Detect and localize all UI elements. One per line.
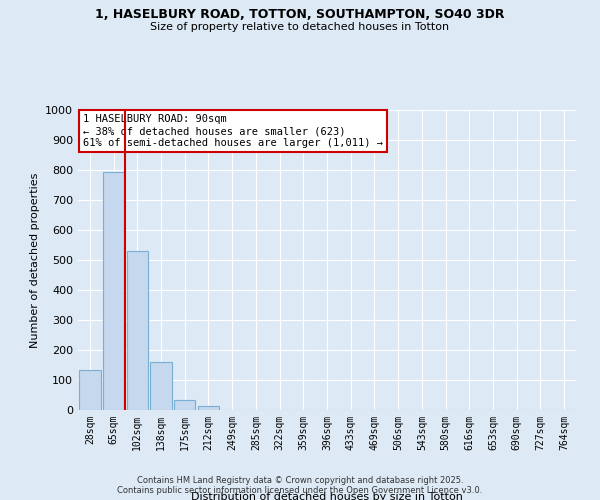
- Bar: [198, 406, 219, 410]
- Bar: [79, 370, 101, 410]
- Text: Size of property relative to detached houses in Totton: Size of property relative to detached ho…: [151, 22, 449, 32]
- Bar: [103, 172, 124, 410]
- Bar: [174, 400, 196, 410]
- Text: Contains HM Land Registry data © Crown copyright and database right 2025.
Contai: Contains HM Land Registry data © Crown c…: [118, 476, 482, 495]
- Y-axis label: Number of detached properties: Number of detached properties: [29, 172, 40, 348]
- Bar: [127, 251, 148, 410]
- Text: 1, HASELBURY ROAD, TOTTON, SOUTHAMPTON, SO40 3DR: 1, HASELBURY ROAD, TOTTON, SOUTHAMPTON, …: [95, 8, 505, 20]
- Text: 1 HASELBURY ROAD: 90sqm
← 38% of detached houses are smaller (623)
61% of semi-d: 1 HASELBURY ROAD: 90sqm ← 38% of detache…: [83, 114, 383, 148]
- Bar: [151, 362, 172, 410]
- X-axis label: Distribution of detached houses by size in Totton: Distribution of detached houses by size …: [191, 492, 463, 500]
